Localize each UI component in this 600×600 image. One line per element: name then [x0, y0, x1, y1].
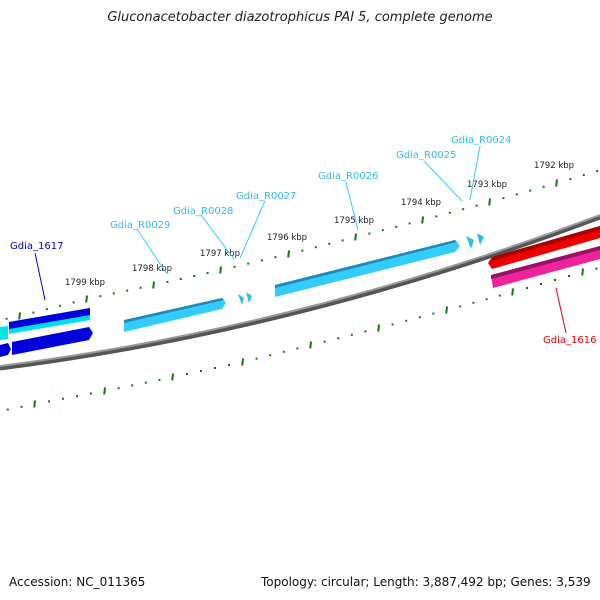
major-tick — [18, 312, 21, 320]
gene-edge — [275, 240, 457, 288]
summary-text: Topology: circular; Length: 3,887,492 bp… — [261, 575, 591, 589]
major-tick — [555, 179, 558, 187]
major-tick — [171, 373, 174, 381]
major-tick — [241, 358, 244, 366]
gene-blue-lower[interactable] — [12, 327, 93, 355]
leader-line — [469, 145, 481, 201]
gene-gdia-r0024[interactable] — [477, 233, 484, 245]
gene-edge — [491, 246, 600, 279]
major-tick — [488, 198, 491, 206]
tick-marks — [5, 170, 599, 411]
gene-label-gdia-r0026[interactable]: Gdia_R0026 — [318, 171, 378, 182]
accession-text: Accession: NC_011365 — [9, 575, 146, 589]
leader-line — [34, 252, 46, 301]
genome-backbone — [0, 214, 600, 371]
gene-label-gdia-r0025[interactable]: Gdia_R0025 — [396, 150, 456, 161]
major-tick — [33, 400, 36, 408]
major-tick — [85, 295, 88, 303]
major-tick — [581, 268, 584, 276]
major-tick — [287, 250, 290, 258]
leader-line — [555, 287, 567, 334]
major-tick — [511, 288, 514, 296]
tick-label: 1797 kbp — [200, 249, 240, 259]
leader-line — [239, 200, 266, 259]
major-tick — [103, 387, 106, 395]
gene-gdia-r0025[interactable] — [466, 236, 474, 249]
leader-line — [345, 181, 359, 231]
gene-gdia-r0026[interactable] — [275, 240, 460, 297]
gene-gdia-r0027[interactable] — [246, 292, 252, 303]
major-tick — [421, 216, 424, 224]
major-tick — [354, 233, 357, 241]
gene-cyan-left[interactable] — [0, 326, 8, 340]
leader-line — [200, 214, 235, 260]
tick-label: 1793 kbp — [467, 180, 507, 190]
gene-label-gdia-r0028[interactable]: Gdia_R0028 — [173, 206, 233, 217]
gene-label-gdia-r0027[interactable]: Gdia_R0027 — [236, 191, 296, 202]
major-tick — [152, 281, 155, 289]
tick-label: 1792 kbp — [534, 161, 574, 171]
gene-gdia-r0028[interactable] — [238, 294, 244, 305]
gene-blue-left[interactable] — [0, 343, 11, 357]
genome-backbone-highlight — [0, 214, 600, 367]
map-title: Gluconacetobacter diazotrophicus PAI 5, … — [107, 10, 493, 25]
leader-line — [136, 228, 168, 275]
gene-label-gdia-r0024[interactable]: Gdia_R0024 — [451, 135, 511, 146]
gene-label-gdia-1616[interactable]: Gdia_1616 — [543, 335, 596, 346]
gene-gdia-r0029[interactable] — [124, 298, 226, 332]
tick-label: 1796 kbp — [267, 233, 307, 243]
tick-label: 1795 kbp — [334, 216, 374, 226]
leader-line — [423, 160, 463, 202]
tick-label: 1799 kbp — [65, 278, 105, 288]
gene-label-gdia-1617[interactable]: Gdia_1617 — [10, 241, 63, 252]
major-tick — [309, 341, 312, 349]
gene-edge — [492, 226, 600, 261]
tick-label: 1794 kbp — [401, 198, 441, 208]
tick-label: 1798 kbp — [132, 264, 172, 274]
gene-label-gdia-r0029[interactable]: Gdia_R0029 — [110, 220, 170, 231]
gene-edge — [124, 298, 224, 323]
major-tick — [219, 266, 222, 274]
major-tick — [445, 306, 448, 314]
major-tick — [377, 324, 380, 332]
gene-gdia-1617-top — [9, 308, 90, 329]
